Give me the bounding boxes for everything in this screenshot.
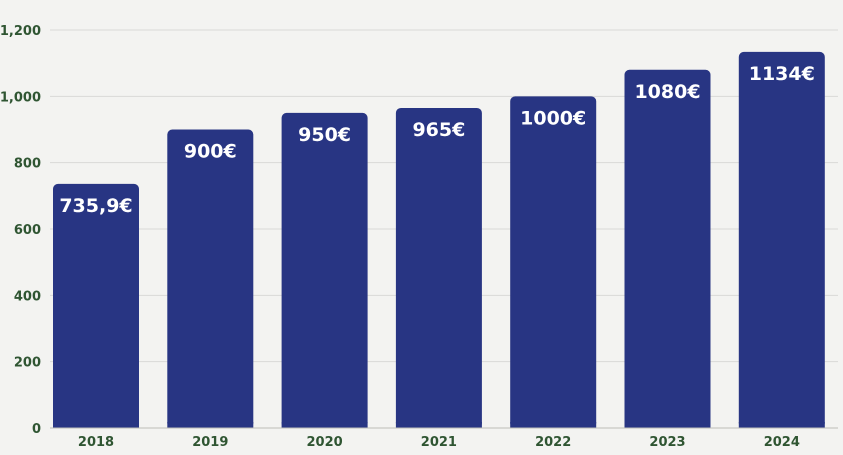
x-tick-label: 2020 — [307, 435, 343, 450]
bar-2024 — [738, 51, 825, 428]
bar-base-2023 — [624, 422, 711, 428]
y-tick-label: 1,000 — [0, 90, 41, 105]
label-layer: 735,9€ 900€ 950€ 965€ 1000€ 1080€ 1134€ — [59, 63, 815, 217]
bar-2020 — [281, 112, 368, 429]
axis-layer: 0 200 400 600 800 1,000 1,200 2018 2019 2020 2021 2… — [0, 24, 838, 450]
bar-2023 — [624, 69, 711, 429]
bar-layer — [53, 51, 825, 429]
data-label: 950€ — [298, 124, 351, 146]
y-tick-label: 400 — [14, 289, 41, 304]
y-tick-label: 600 — [14, 223, 41, 238]
x-tick-label: 2018 — [78, 435, 114, 450]
bar-2019 — [167, 129, 254, 428]
bar-base-2022 — [510, 422, 597, 428]
bar-base-2019 — [167, 422, 254, 428]
bar-2022 — [510, 96, 597, 428]
bar-base-2021 — [395, 422, 482, 428]
x-tick-label: 2019 — [192, 435, 228, 450]
y-tick-label: 1,200 — [0, 24, 41, 39]
x-tick-label: 2023 — [649, 435, 685, 450]
y-tick-label: 800 — [14, 157, 41, 172]
bar-2018 — [53, 183, 139, 428]
data-label: 735,9€ — [59, 195, 132, 217]
data-label: 965€ — [412, 119, 465, 141]
data-label: 1134€ — [749, 63, 815, 85]
data-label: 900€ — [184, 141, 237, 163]
bar-base-2018 — [53, 422, 139, 428]
x-tick-label: 2024 — [764, 435, 800, 450]
x-tick-label: 2022 — [535, 435, 571, 450]
data-label: 1000€ — [520, 107, 586, 129]
y-tick-label: 0 — [32, 422, 41, 437]
bar-base-2024 — [738, 422, 825, 428]
x-tick-label: 2021 — [421, 435, 457, 450]
data-label: 1080€ — [634, 81, 700, 103]
bar-2021 — [395, 107, 482, 429]
bar-base-2020 — [281, 422, 368, 428]
y-tick-label: 200 — [14, 356, 41, 371]
